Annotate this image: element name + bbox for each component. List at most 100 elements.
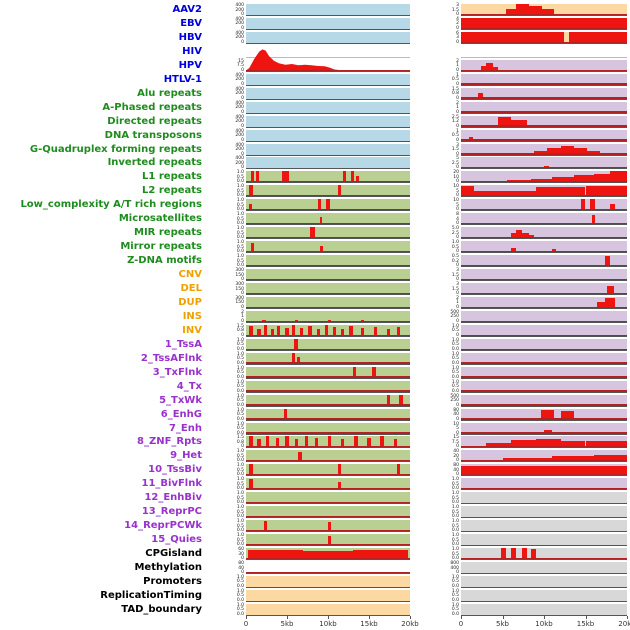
y-axis-ticks-right: 1 0.5 0 — [410, 129, 461, 142]
y-tick-label: 0 — [241, 25, 244, 31]
data-bar — [610, 203, 615, 211]
y-tick-label: 0.5 — [451, 342, 459, 348]
track-label: Inverted repeats — [107, 157, 202, 169]
y-tick-label: 1.0 — [451, 337, 459, 343]
y-axis-ticks-right: 0.5 0.2 0 — [410, 255, 461, 268]
y-tick-label: 0 — [241, 332, 244, 338]
y-tick-label: 200 — [235, 119, 244, 125]
y-axis-ticks-right: 5.0 2.5 0 — [410, 227, 461, 240]
y-tick-label: 0 — [456, 291, 459, 296]
track-panel-mid — [246, 380, 410, 393]
track-label: EBV — [180, 17, 202, 29]
y-tick-label: 0.5 — [451, 607, 459, 613]
y-tick-label: 300 — [235, 295, 244, 301]
y-tick-label: 0 — [241, 318, 244, 324]
data-bar — [309, 227, 315, 239]
track-label: Methylation — [134, 562, 202, 573]
y-tick-label: 1.0 — [451, 505, 459, 511]
zero-baseline — [461, 181, 627, 183]
y-axis-ticks-mid: 1.0 0.5 0.0 — [206, 520, 246, 533]
y-tick-label: 0.5 — [236, 412, 244, 418]
y-axis-ticks-right: 3 1.5 0 — [410, 143, 461, 156]
zero-baseline — [246, 320, 410, 322]
y-tick-label: 0.0 — [236, 416, 244, 422]
data-bar — [580, 199, 585, 211]
data-bar — [607, 286, 614, 294]
y-tick-label: 1.5 — [451, 7, 459, 13]
y-tick-label: 0 — [456, 12, 459, 17]
y-tick-label: 0.0 — [451, 514, 459, 520]
zero-baseline — [461, 404, 627, 406]
y-tick-label: 0.5 — [236, 202, 244, 208]
x-tick-label: 5kb — [280, 620, 294, 628]
data-bar — [593, 173, 611, 183]
zero-baseline — [246, 236, 410, 239]
x-tick — [544, 616, 545, 619]
zero-baseline — [246, 250, 410, 253]
y-tick-label: 15 — [238, 58, 244, 64]
track-panel-right — [461, 338, 627, 351]
y-tick-label: 1.0 — [236, 184, 244, 190]
y-tick-label: 20 — [453, 170, 459, 176]
data-bar — [605, 255, 611, 267]
y-tick-label: 10 — [453, 421, 459, 427]
y-tick-label: 1.0 — [451, 547, 459, 553]
track-row-cnv: CNV 300 150 0 3 1.5 0 — [0, 269, 630, 283]
y-tick-label: 200 — [235, 7, 244, 13]
y-axis-ticks-mid: 400 200 0 — [206, 17, 246, 31]
track-panel-right — [461, 436, 627, 449]
data-bar — [480, 65, 486, 71]
y-tick-label: 0.0 — [236, 583, 244, 589]
data-bar — [328, 535, 332, 546]
y-axis-ticks-mid: 400 200 0 — [206, 73, 246, 86]
track-panel-mid — [246, 283, 410, 295]
data-bar — [590, 199, 595, 211]
y-tick-label: 0 — [241, 165, 244, 171]
data-bar — [568, 31, 627, 43]
zero-baseline — [461, 390, 627, 392]
y-tick-label: 0.5 — [236, 509, 244, 515]
y-tick-label: 5 — [456, 202, 459, 208]
track-row-6-enhg: 6_EnhG 1.0 0.5 0.0 80 40 0 — [0, 408, 630, 423]
y-tick-label: 1.0 — [236, 351, 244, 357]
track-row-cpgisland: CPGisland 60 30 0 1.0 0.5 0.0 — [0, 548, 630, 562]
data-bar — [560, 440, 586, 448]
y-tick-label: 0 — [241, 151, 244, 157]
y-tick-label: 1.0 — [236, 477, 244, 483]
data-bar — [316, 329, 320, 336]
data-bar — [469, 137, 473, 141]
y-tick-label: 1 — [456, 63, 459, 69]
track-label: 12_EnhBiv — [144, 492, 202, 504]
y-tick-label: 3 — [456, 268, 459, 274]
track-panel-mid — [246, 129, 410, 142]
data-bar — [296, 357, 301, 364]
y-tick-label: 1.5 — [236, 435, 244, 441]
track-label: G-Quadruplex forming repeats — [29, 143, 202, 155]
data-bar — [552, 455, 594, 462]
y-tick-label: 0 — [456, 109, 459, 115]
y-tick-label: 6 — [456, 30, 459, 36]
y-tick-label: 7.5 — [451, 439, 459, 445]
data-bar — [324, 324, 328, 336]
y-axis-ticks-mid: 300 150 0 — [206, 282, 246, 295]
y-tick-label: 0.5 — [451, 384, 459, 390]
track-panel-right — [461, 157, 627, 170]
y-tick-label: 0 — [456, 81, 459, 87]
track-row-mir-repeats: MIR repeats 1.0 0.5 0.0 5.0 2.5 0 — [0, 227, 630, 241]
zero-baseline — [461, 264, 627, 267]
data-bar — [500, 548, 506, 560]
y-tick-label: 0.5 — [236, 244, 244, 250]
y-axis-ticks-right: 3 1.5 0 — [410, 3, 461, 17]
y-axis-ticks-right: 1.0 0.5 0.0 — [410, 492, 461, 505]
y-tick-label: 0.5 — [451, 593, 459, 599]
data-bar — [474, 190, 536, 197]
track-row-promoters: Promoters 1.0 0.5 0.0 1.0 0.5 0.0 — [0, 575, 630, 590]
zero-baseline — [461, 69, 627, 71]
track-row-z-dna-motifs: Z-DNA motifs 1.0 0.5 0.0 0.5 0.2 0 — [0, 255, 630, 269]
track-panel-mid — [246, 213, 410, 226]
y-tick-label: 1.0 — [451, 477, 459, 483]
track-row-dna-transposons: DNA transposons 400 200 0 1 0.5 0 — [0, 129, 630, 144]
y-tick-label: 5 — [456, 188, 459, 194]
y-tick-label: 0 — [456, 67, 459, 73]
